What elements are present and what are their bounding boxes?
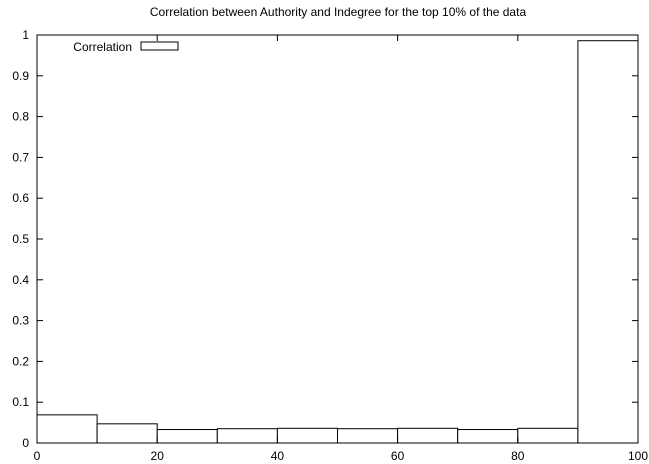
y-tick-label-6: 0.6 bbox=[12, 191, 29, 205]
axes-group: 0 0.1 0.2 0.3 0.4 0.5 0.6 0.7 0.8 0.9 1 0 20 40 60 80 10… bbox=[12, 28, 648, 463]
legend-label: Correlation bbox=[73, 40, 132, 54]
y-tick-label-9: 0.9 bbox=[12, 69, 29, 83]
bar-5 bbox=[337, 428, 399, 444]
y-tick-label-5: 0.5 bbox=[12, 232, 29, 246]
bar-0 bbox=[36, 414, 98, 444]
plot-border bbox=[36, 34, 639, 444]
bar-9 bbox=[577, 40, 639, 444]
x-tick-label-0: 0 bbox=[34, 449, 41, 463]
bar-8 bbox=[517, 427, 579, 444]
y-tick-label-8: 0.8 bbox=[12, 110, 29, 124]
bar-2 bbox=[156, 429, 218, 444]
y-tick-label-2: 0.2 bbox=[12, 354, 29, 368]
bar-3 bbox=[216, 428, 278, 444]
x-tick-label-4: 80 bbox=[511, 449, 525, 463]
y-tick-label-7: 0.7 bbox=[12, 150, 29, 164]
x-tick-label-1: 20 bbox=[151, 449, 165, 463]
legend: Correlation bbox=[73, 40, 179, 54]
chart-title: Correlation between Authority and Indegr… bbox=[150, 5, 527, 19]
y-tick-label-3: 0.3 bbox=[12, 314, 29, 328]
x-tick-label-5: 100 bbox=[628, 449, 648, 463]
x-tick-label-2: 40 bbox=[271, 449, 285, 463]
bar-4 bbox=[276, 427, 338, 444]
y-tick-label-10: 1 bbox=[22, 28, 29, 42]
bar-6 bbox=[397, 427, 459, 444]
x-tick-label-3: 60 bbox=[391, 449, 405, 463]
y-tick-label-0: 0 bbox=[22, 436, 29, 450]
legend-swatch bbox=[140, 41, 179, 51]
bar-1 bbox=[96, 423, 158, 444]
y-tick-label-1: 0.1 bbox=[12, 395, 29, 409]
bars-group bbox=[36, 40, 639, 444]
bar-7 bbox=[457, 429, 519, 444]
y-tick-label-4: 0.4 bbox=[12, 273, 29, 287]
